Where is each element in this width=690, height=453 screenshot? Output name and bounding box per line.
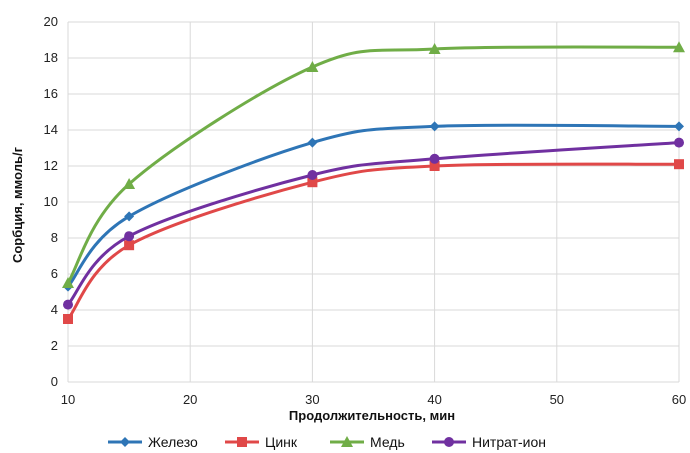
data-point bbox=[674, 159, 684, 170]
data-point bbox=[124, 240, 135, 251]
data-point bbox=[429, 161, 440, 171]
y-tick-label: 12 bbox=[44, 158, 58, 173]
data-point bbox=[63, 314, 73, 324]
legend-label: Медь bbox=[370, 434, 405, 450]
legend-label: Цинк bbox=[265, 434, 298, 450]
data-point bbox=[428, 43, 441, 54]
grid bbox=[67, 21, 680, 383]
y-tick-label: 0 bbox=[51, 374, 58, 389]
y-tick-label: 16 bbox=[44, 86, 58, 101]
legend-item: Нитрат-ион bbox=[432, 434, 546, 450]
series-group bbox=[62, 41, 685, 324]
data-point bbox=[62, 277, 74, 288]
data-point bbox=[124, 211, 135, 222]
series-1 bbox=[63, 121, 684, 292]
data-point bbox=[307, 177, 318, 188]
data-point bbox=[63, 299, 73, 310]
y-axis-title: Сорбция, ммоль/г bbox=[10, 146, 25, 263]
data-point bbox=[674, 121, 684, 132]
data-point bbox=[124, 231, 135, 242]
x-tick-label: 20 bbox=[183, 392, 197, 407]
x-tick-label: 10 bbox=[61, 392, 75, 407]
x-tick-label: 50 bbox=[550, 392, 564, 407]
data-point bbox=[306, 61, 319, 72]
data-point bbox=[429, 153, 440, 164]
data-point bbox=[429, 121, 440, 132]
legend-marker bbox=[237, 437, 247, 447]
legend-item: Железо bbox=[108, 434, 198, 450]
data-point bbox=[674, 137, 684, 148]
series-line bbox=[66, 141, 680, 306]
data-point bbox=[307, 170, 318, 180]
legend: Железо Цинк Медь Нитрат-ион bbox=[108, 434, 546, 450]
legend-marker bbox=[341, 436, 353, 447]
data-point bbox=[307, 137, 318, 148]
legend-item: Медь bbox=[330, 434, 405, 450]
series-line bbox=[66, 162, 680, 320]
data-point bbox=[123, 178, 136, 189]
y-tick-label: 4 bbox=[51, 302, 58, 317]
series-4 bbox=[63, 137, 684, 310]
y-tick-label: 20 bbox=[44, 14, 58, 29]
series-2 bbox=[63, 159, 684, 324]
y-tick-label: 2 bbox=[51, 338, 58, 353]
x-tick-label: 60 bbox=[672, 392, 686, 407]
data-point bbox=[673, 41, 685, 53]
series-line bbox=[66, 123, 680, 288]
legend-label: Нитрат-ион bbox=[472, 434, 546, 450]
legend-marker bbox=[444, 437, 454, 447]
legend-item: Цинк bbox=[225, 434, 298, 450]
y-tick-label: 6 bbox=[51, 266, 58, 281]
legend-label: Железо bbox=[148, 434, 198, 450]
x-tick-label: 40 bbox=[427, 392, 441, 407]
x-axis-title: Продолжительность, мин bbox=[289, 408, 455, 423]
y-tick-label: 14 bbox=[44, 122, 58, 137]
legend-marker bbox=[120, 437, 130, 447]
y-tick-label: 18 bbox=[44, 50, 58, 65]
x-tick-label: 30 bbox=[305, 392, 319, 407]
tick-labels: 0 2 4 6 8 10 12 14 16 18 20 10 20 30 40 50 60 bbox=[44, 14, 687, 407]
series-3 bbox=[62, 41, 685, 288]
y-tick-label: 8 bbox=[51, 230, 58, 245]
y-tick-label: 10 bbox=[44, 194, 58, 209]
